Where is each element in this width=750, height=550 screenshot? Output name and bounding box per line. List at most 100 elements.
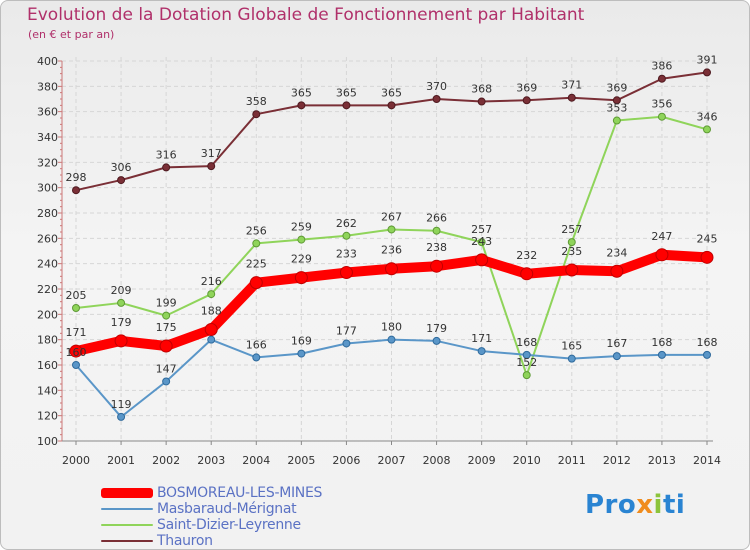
data-label-thauron: 358 — [246, 95, 267, 108]
data-point-masbaraud-merignat — [342, 339, 351, 348]
data-point-saint-dizier-leyrenne — [567, 238, 576, 247]
data-label-saint-dizier-leyrenne: 356 — [651, 98, 672, 111]
grid: 100 120 140 160 180 200 220 240 260 280 300 320 340 3… — [37, 55, 721, 467]
legend-swatch-thauron — [101, 540, 153, 542]
y-tick-label: 120 — [37, 410, 58, 423]
data-label-bosmoreau-les-mines: 235 — [561, 245, 582, 258]
legend-item-saint-dizier[interactable]: Saint-Dizier-Leyrenne — [101, 517, 322, 533]
x-tick-label: 2012 — [603, 454, 631, 467]
legend-swatch-saint-dizier — [101, 524, 153, 526]
data-label-bosmoreau-les-mines: 232 — [516, 249, 537, 262]
data-labels: 298 306 316 317 358 365 365 365 370 368 369 371 369 3… — [66, 53, 718, 411]
data-point-masbaraud-merignat — [207, 335, 216, 344]
data-label-masbaraud-merignat: 165 — [561, 340, 582, 353]
data-point-bosmoreau-les-mines — [114, 334, 128, 348]
data-label-saint-dizier-leyrenne: 266 — [426, 212, 447, 225]
data-point-masbaraud-merignat — [477, 347, 486, 356]
data-point-masbaraud-merignat — [297, 349, 306, 358]
legend-swatch-masbaraud — [101, 508, 153, 510]
data-label-bosmoreau-les-mines: 247 — [651, 230, 672, 243]
x-tick-label: 2000 — [62, 454, 90, 467]
data-label-saint-dizier-leyrenne: 199 — [156, 297, 177, 310]
data-point-bosmoreau-les-mines — [565, 263, 579, 277]
data-label-thauron: 386 — [651, 60, 672, 73]
x-tick-label: 2001 — [107, 454, 135, 467]
series-bosmoreau-les-mines — [69, 248, 714, 358]
x-tick-label: 2006 — [332, 454, 360, 467]
data-point-thauron — [207, 162, 216, 171]
data-point-bosmoreau-les-mines — [520, 267, 534, 281]
y-tick-label: 260 — [37, 232, 58, 245]
data-label-thauron: 369 — [606, 81, 627, 94]
data-label-saint-dizier-leyrenne: 257 — [561, 223, 582, 236]
data-point-saint-dizier-leyrenne — [252, 239, 261, 248]
series-masbaraud-merignat — [72, 335, 711, 421]
data-label-thauron: 317 — [201, 147, 222, 160]
legend: BOSMOREAU-LES-MINES Masbaraud-Mérignat S… — [101, 485, 322, 549]
data-point-saint-dizier-leyrenne — [477, 238, 486, 247]
x-tick-label: 2013 — [648, 454, 676, 467]
series-saint-dizier-leyrenne — [72, 112, 711, 380]
data-label-bosmoreau-les-mines: 229 — [291, 253, 312, 266]
data-label-saint-dizier-leyrenne: 259 — [291, 221, 312, 234]
x-tick-label: 2003 — [197, 454, 225, 467]
x-tick-label: 2011 — [558, 454, 586, 467]
data-point-bosmoreau-les-mines — [204, 323, 218, 337]
y-tick-label: 240 — [37, 258, 58, 271]
legend-item-thauron[interactable]: Thauron — [101, 533, 322, 549]
data-label-bosmoreau-les-mines: 179 — [111, 316, 132, 329]
data-point-bosmoreau-les-mines — [610, 264, 624, 278]
data-label-saint-dizier-leyrenne: 353 — [606, 102, 627, 115]
data-point-saint-dizier-leyrenne — [703, 125, 711, 134]
legend-label-saint-dizier: Saint-Dizier-Leyrenne — [157, 517, 301, 533]
data-point-saint-dizier-leyrenne — [612, 116, 621, 125]
y-tick-label: 360 — [37, 106, 58, 119]
data-point-saint-dizier-leyrenne — [432, 226, 441, 235]
data-label-thauron: 316 — [156, 148, 177, 161]
data-point-saint-dizier-leyrenne — [162, 311, 171, 320]
data-label-thauron: 365 — [336, 86, 357, 99]
data-label-thauron: 306 — [111, 161, 132, 174]
data-label-masbaraud-merignat: 168 — [516, 336, 537, 349]
data-label-saint-dizier-leyrenne: 209 — [111, 284, 132, 297]
data-point-bosmoreau-les-mines — [430, 259, 444, 273]
data-point-masbaraud-merignat — [432, 336, 441, 345]
data-label-masbaraud-merignat: 166 — [246, 338, 267, 351]
data-point-thauron — [72, 186, 80, 195]
data-point-thauron — [477, 97, 486, 106]
data-point-thauron — [432, 95, 441, 103]
legend-item-bosmoreau[interactable]: BOSMOREAU-LES-MINES — [101, 485, 322, 501]
x-tick-label: 2014 — [693, 454, 721, 467]
data-label-masbaraud-merignat: 180 — [381, 321, 402, 334]
data-label-saint-dizier-leyrenne: 257 — [471, 223, 492, 236]
y-tick-label: 400 — [37, 55, 58, 68]
data-label-bosmoreau-les-mines: 234 — [606, 246, 627, 259]
legend-item-masbaraud[interactable]: Masbaraud-Mérignat — [101, 501, 322, 517]
legend-label-masbaraud: Masbaraud-Mérignat — [157, 501, 297, 517]
data-label-saint-dizier-leyrenne: 205 — [66, 289, 87, 302]
y-tick-label: 320 — [37, 156, 58, 169]
data-label-masbaraud-merignat: 179 — [426, 322, 447, 335]
data-label-bosmoreau-les-mines: 225 — [246, 258, 267, 271]
data-label-saint-dizier-leyrenne: 152 — [516, 356, 537, 369]
data-label-bosmoreau-les-mines: 238 — [426, 241, 447, 254]
data-label-bosmoreau-les-mines: 245 — [697, 232, 718, 245]
data-label-saint-dizier-leyrenne: 262 — [336, 217, 357, 230]
data-label-saint-dizier-leyrenne: 267 — [381, 210, 402, 223]
data-point-thauron — [117, 176, 126, 185]
data-label-bosmoreau-les-mines: 171 — [66, 326, 87, 339]
legend-label-bosmoreau: BOSMOREAU-LES-MINES — [157, 485, 323, 501]
y-tick-label: 180 — [37, 334, 58, 347]
y-tick-label: 160 — [37, 359, 58, 372]
x-tick-label: 2009 — [468, 454, 496, 467]
data-label-masbaraud-merignat: 147 — [156, 362, 177, 375]
data-label-masbaraud-merignat: 171 — [471, 332, 492, 345]
data-point-thauron — [522, 96, 531, 105]
data-point-bosmoreau-les-mines — [249, 276, 263, 290]
data-point-thauron — [703, 68, 711, 77]
series-thauron — [72, 68, 711, 195]
data-point-masbaraud-merignat — [612, 352, 621, 361]
data-point-bosmoreau-les-mines — [339, 266, 353, 280]
data-point-saint-dizier-leyrenne — [657, 112, 666, 121]
